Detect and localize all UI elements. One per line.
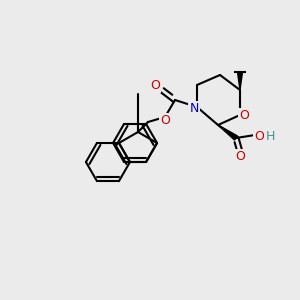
Text: O: O [160, 114, 170, 127]
Text: H: H [265, 130, 275, 143]
Text: N: N [189, 102, 199, 115]
Text: O: O [239, 109, 249, 122]
Polygon shape [238, 72, 242, 90]
Text: O: O [235, 150, 245, 163]
Text: O: O [150, 79, 160, 92]
Text: O: O [254, 130, 264, 143]
Polygon shape [218, 125, 238, 140]
